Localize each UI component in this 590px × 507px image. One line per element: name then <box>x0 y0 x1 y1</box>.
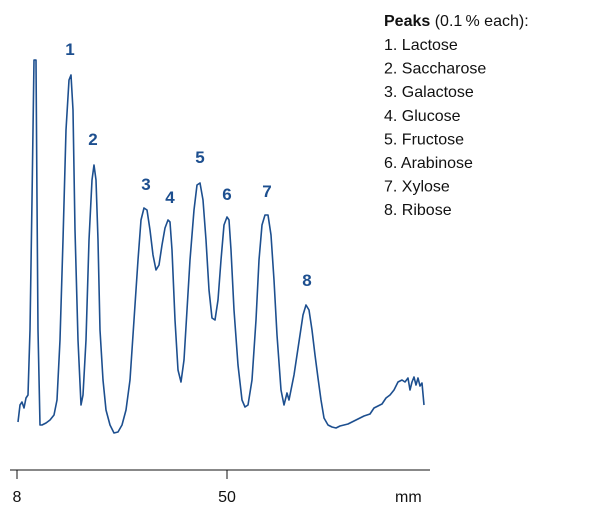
legend-item: 6. Arabinose <box>384 155 473 172</box>
peak-label: 8 <box>302 271 311 290</box>
peak-label: 6 <box>222 185 231 204</box>
peak-label: 3 <box>141 175 150 194</box>
legend-item: 2. Saccharose <box>384 61 486 78</box>
legend-item: 7. Xylose <box>384 179 450 196</box>
legend-title: Peaks <box>384 13 430 30</box>
x-tick-label: 50 <box>218 489 236 506</box>
peak-label: 4 <box>165 188 175 207</box>
legend-item: 5. Fructose <box>384 131 464 148</box>
peak-label: 2 <box>88 130 97 149</box>
legend-item: 1. Lactose <box>384 37 458 54</box>
legend-heading: Peaks (0.1 % each): <box>384 13 529 30</box>
legend-item: 3. Galactose <box>384 84 474 101</box>
x-axis-label: mm <box>395 489 422 506</box>
legend-item: 8. Ribose <box>384 202 452 219</box>
legend-subtitle: (0.1 % each): <box>435 13 529 30</box>
x-tick-label: 8 <box>13 489 22 506</box>
trace <box>17 59 425 434</box>
legend-item: 4. Glucose <box>384 108 461 125</box>
peak-label: 5 <box>195 148 204 167</box>
peak-label: 1 <box>65 40 74 59</box>
peak-label: 7 <box>262 182 271 201</box>
